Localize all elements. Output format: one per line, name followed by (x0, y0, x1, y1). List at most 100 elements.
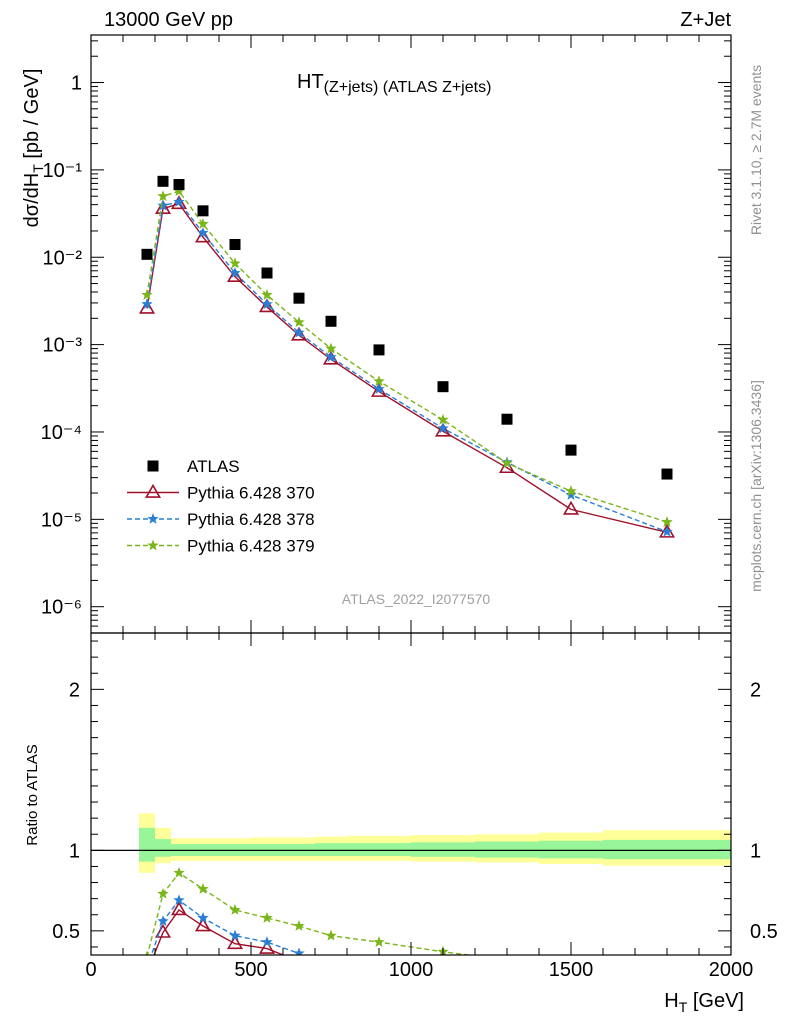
ratio-point-pythia-6-428-378 (141, 962, 152, 973)
ratio-uncertainty-band-inner (475, 841, 539, 858)
main-point-atlas (293, 292, 305, 304)
ratio-point-pythia-6-428-370 (226, 935, 244, 950)
ratio-point-pythia-6-428-379 (173, 866, 185, 878)
main-point-pythia-6-428-370 (562, 500, 580, 515)
ratio-uncertainty-band-inner (315, 843, 347, 856)
ratio-point-pythia-6-428-378 (173, 894, 185, 906)
main-point-atlas (325, 315, 337, 327)
ratio-y-tick-label-left: 1 (69, 840, 80, 862)
ratio-point-pythia-6-428-378 (261, 936, 273, 947)
ratio-point-pythia-6-428-378 (293, 947, 305, 955)
analysis-watermark: ATLAS_2022_I2077570 (342, 591, 491, 607)
ratio-uncertainty-band-inner (347, 843, 411, 856)
ratio-point-pythia-6-428-370 (154, 923, 172, 938)
ratio-y-tick-label-left: 2 (69, 679, 80, 701)
plot-title: HT(Z+jets) (ATLAS Z+jets) (297, 71, 491, 96)
mcplots-reference-label: mcplots.cern.ch [arXiv:1306.3436] (748, 380, 764, 592)
ratio-point-pythia-6-428-370 (258, 939, 276, 954)
main-point-pythia-6-428-379 (373, 375, 385, 387)
ratio-plot-data (91, 813, 731, 978)
x-axis-label-main: H (664, 990, 678, 1012)
plot-title-sub: (Z+jets) (ATLAS Z+jets) (324, 79, 492, 96)
main-plot-data (138, 175, 676, 538)
ratio-point-pythia-6-428-378 (197, 911, 209, 923)
header-left-label: 13000 GeV pp (104, 9, 233, 31)
ratio-uncertainty-band-inner (539, 840, 603, 859)
main-point-pythia-6-428-378 (197, 226, 209, 238)
legend-label-pythia-6-428-378: Pythia 6.428 378 (187, 510, 315, 529)
main-point-pythia-6-428-378 (293, 326, 305, 338)
main-point-atlas (501, 413, 513, 425)
ratio-point-pythia-6-428-379 (373, 936, 385, 947)
main-y-tick-label: 10⁻⁵ (41, 509, 82, 531)
main-y-tick-label: 1 (71, 73, 82, 95)
legend-marker-pythia-6-428-370 (144, 483, 162, 498)
main-y-tick-label: 10⁻⁶ (41, 597, 82, 619)
main-point-pythia-6-428-370 (258, 298, 276, 313)
main-y-axis-label-unit: [pb / GeV] (21, 69, 43, 165)
ratio-point-pythia-6-428-379 (325, 929, 337, 941)
main-point-pythia-6-428-378 (565, 488, 577, 500)
main-point-atlas (197, 205, 209, 217)
ratio-point-pythia-6-428-379 (157, 887, 169, 899)
main-point-pythia-6-428-370 (290, 326, 308, 341)
header-right-label: Z+Jet (680, 9, 731, 31)
ratio-plot-frame (90, 632, 732, 956)
main-y-axis-label-sub: T (30, 164, 46, 173)
main-point-atlas (141, 248, 153, 260)
legend-marker-atlas (147, 460, 159, 472)
ratio-point-pythia-6-428-370 (194, 917, 212, 932)
ratio-point-pythia-6-428-379 (293, 920, 305, 931)
legend-label-pythia-6-428-370: Pythia 6.428 370 (187, 484, 315, 503)
main-y-axis-label: dσ/dHT [pb / GeV] (21, 69, 46, 228)
main-plot-axes: 1 10⁻¹ 10⁻² 10⁻³ 10⁻⁴ 10⁻⁵ 10⁻⁶ (41, 34, 732, 634)
ratio-uncertainty-band-inner (139, 827, 155, 862)
ratio-point-pythia-6-428-379 (229, 903, 241, 915)
main-y-tick-label: 10⁻⁴ (41, 422, 82, 444)
main-point-pythia-6-428-379 (173, 185, 185, 197)
legend-label-pythia-6-428-379: Pythia 6.428 379 (187, 537, 315, 556)
legend-marker-pythia-6-428-379 (147, 539, 159, 551)
x-axis-label-unit: [GeV] (687, 990, 744, 1012)
ratio-y-tick-label-left: 0.5 (52, 921, 80, 943)
main-point-pythia-6-428-378 (437, 422, 449, 434)
ratio-point-pythia-6-428-370 (297, 952, 301, 955)
main-point-pythia-6-428-378 (373, 383, 385, 394)
main-point-pythia-6-428-378 (261, 298, 273, 310)
ratio-plot-axes: 0 500 1000 1500 2000 2 2 1 1 0.5 0.5 (52, 632, 778, 981)
x-tick-label: 2000 (709, 959, 754, 981)
main-point-atlas (565, 444, 577, 456)
x-axis-label: HT [GeV] (664, 990, 744, 1015)
main-point-pythia-6-428-370 (434, 422, 452, 437)
ratio-point-pythia-6-428-379 (261, 911, 273, 923)
main-point-atlas (373, 344, 385, 356)
main-y-axis-label-main: dσ/dH (21, 173, 43, 228)
ratio-uncertainty-band-inner (155, 839, 171, 857)
ratio-line-pythia-6-428-370 (153, 908, 285, 955)
main-point-atlas (261, 267, 273, 279)
main-point-atlas (437, 381, 449, 393)
main-point-pythia-6-428-379 (261, 288, 273, 300)
main-point-pythia-6-428-370 (322, 350, 340, 365)
x-tick-label: 500 (234, 959, 267, 981)
x-tick-label: 1000 (389, 959, 434, 981)
main-point-pythia-6-428-370 (154, 200, 172, 215)
main-y-tick-label: 10⁻² (43, 247, 83, 269)
ratio-point-pythia-6-428-378 (157, 915, 169, 927)
ratio-y-tick-label-right: 2 (750, 679, 761, 701)
ratio-point-pythia-6-428-370 (140, 966, 153, 978)
main-point-pythia-6-428-370 (194, 228, 212, 243)
main-point-pythia-6-428-379 (157, 190, 169, 202)
ratio-line-pythia-6-428-379 (146, 871, 475, 955)
main-point-atlas (661, 468, 673, 480)
main-point-atlas (157, 175, 169, 187)
main-y-tick-label: 10⁻¹ (43, 160, 83, 182)
main-point-pythia-6-428-378 (141, 298, 153, 310)
x-axis-label-sub: T (679, 999, 688, 1015)
main-point-pythia-6-428-379 (293, 316, 305, 328)
main-point-pythia-6-428-379 (229, 257, 241, 269)
ratio-line-pythia-6-428-378 (150, 899, 300, 955)
ratio-point-pythia-6-428-379 (197, 882, 209, 894)
main-point-pythia-6-428-378 (173, 195, 185, 207)
